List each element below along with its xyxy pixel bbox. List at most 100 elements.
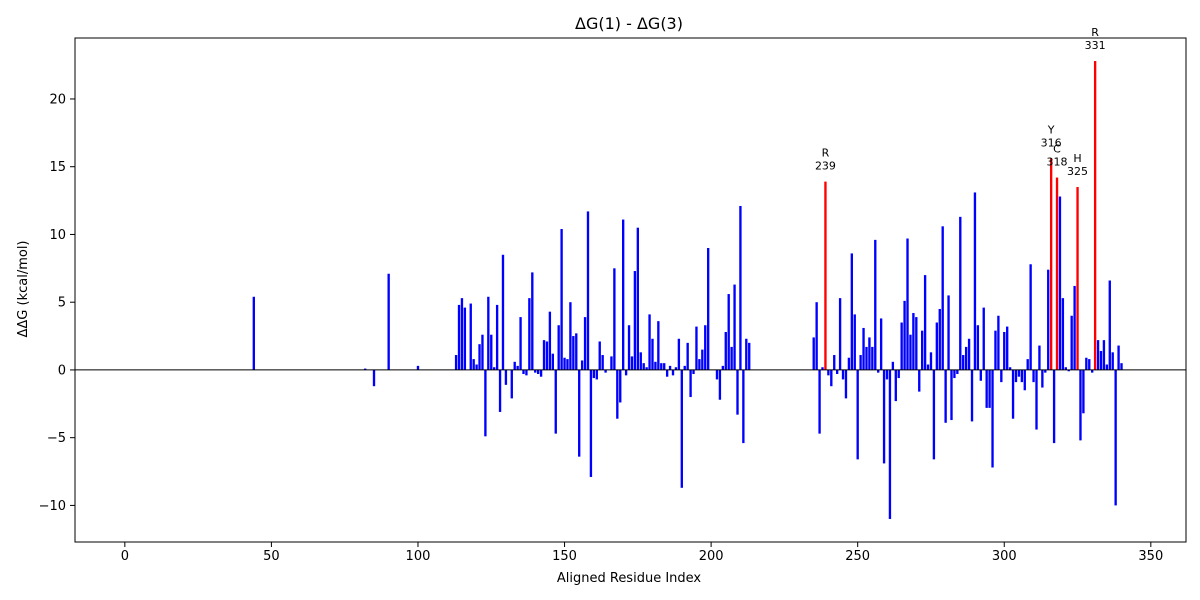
bar [742, 369, 745, 444]
bar [923, 275, 927, 370]
bar [575, 333, 578, 370]
bar [962, 355, 965, 370]
bar [689, 369, 692, 398]
bar [730, 346, 733, 370]
bar [490, 334, 493, 370]
bar [1000, 369, 1003, 383]
bar [604, 369, 607, 373]
bar [630, 356, 634, 370]
bar [557, 325, 560, 370]
bar [478, 344, 481, 370]
bar [528, 298, 531, 370]
bar [698, 359, 701, 370]
bar [566, 359, 569, 370]
annotation-residue: C [1053, 143, 1061, 156]
bar [595, 369, 598, 380]
bar [545, 341, 549, 370]
x-tick-label: 150 [552, 549, 577, 564]
bar [748, 342, 751, 370]
bar [613, 268, 616, 370]
x-tick-label: 250 [845, 549, 870, 564]
bar [941, 226, 944, 370]
bar [569, 302, 572, 370]
bar-series [252, 61, 1123, 519]
bar [498, 369, 502, 412]
bar [1041, 369, 1044, 388]
bar [554, 369, 557, 434]
x-tick-label: 200 [699, 549, 724, 564]
bar [1029, 264, 1032, 370]
y-tick-label: 0 [58, 363, 66, 378]
bar [539, 369, 543, 377]
bar [894, 369, 897, 402]
bar [704, 325, 707, 370]
bar [1044, 369, 1047, 373]
bar [1020, 369, 1024, 383]
bar [657, 321, 660, 370]
bar [997, 315, 1000, 370]
bar [1102, 340, 1106, 370]
bar [715, 369, 719, 380]
bar [838, 298, 842, 370]
bar [733, 284, 736, 370]
bar [589, 369, 593, 477]
bar [736, 369, 739, 415]
bar [513, 361, 516, 370]
bar [1014, 369, 1018, 383]
bar [1035, 369, 1038, 430]
bar [663, 363, 666, 370]
bar [601, 355, 604, 370]
bar [1003, 332, 1006, 370]
bar [1067, 369, 1070, 372]
bar [1008, 367, 1012, 370]
bar [387, 273, 390, 370]
bar [372, 369, 376, 387]
bar [926, 364, 930, 370]
annotation-residue: Y [1047, 124, 1055, 137]
bar [1111, 352, 1114, 370]
bar [885, 369, 889, 380]
bar [534, 369, 537, 373]
bar [929, 352, 933, 370]
bar [701, 349, 704, 370]
bar [548, 311, 552, 370]
bar [891, 361, 895, 370]
y-tick-label: 20 [49, 92, 66, 107]
x-axis: 0 50 100 150 200 250 300 350 [121, 542, 1163, 564]
chart-title: ΔG(1) - ΔG(3) [575, 14, 683, 33]
y-tick-label: 15 [49, 160, 66, 175]
bar [472, 359, 475, 370]
bar [598, 341, 601, 370]
bar [944, 369, 947, 423]
bar [847, 357, 851, 370]
bar [841, 369, 845, 380]
bar [959, 216, 962, 370]
bar [695, 326, 698, 370]
bar [718, 369, 722, 400]
bar [1032, 369, 1035, 383]
bar [724, 332, 727, 370]
bar [642, 363, 645, 370]
bar [932, 369, 936, 460]
bar [1096, 340, 1100, 370]
bar [551, 353, 554, 370]
bar [1011, 369, 1015, 419]
annotation-residue: H [1073, 152, 1081, 165]
bar [671, 369, 675, 376]
bar [906, 238, 909, 370]
bar [707, 248, 710, 370]
bar [850, 253, 853, 370]
bar [1058, 196, 1062, 370]
bar [516, 365, 519, 370]
bar [648, 314, 651, 370]
bar [668, 365, 672, 370]
bar [912, 313, 915, 370]
bar [991, 369, 994, 468]
bar [1091, 369, 1094, 373]
bar [727, 294, 730, 370]
y-axis: −10 −5 0 5 10 15 20 [39, 92, 75, 514]
bar [560, 229, 563, 370]
bar [493, 367, 496, 370]
